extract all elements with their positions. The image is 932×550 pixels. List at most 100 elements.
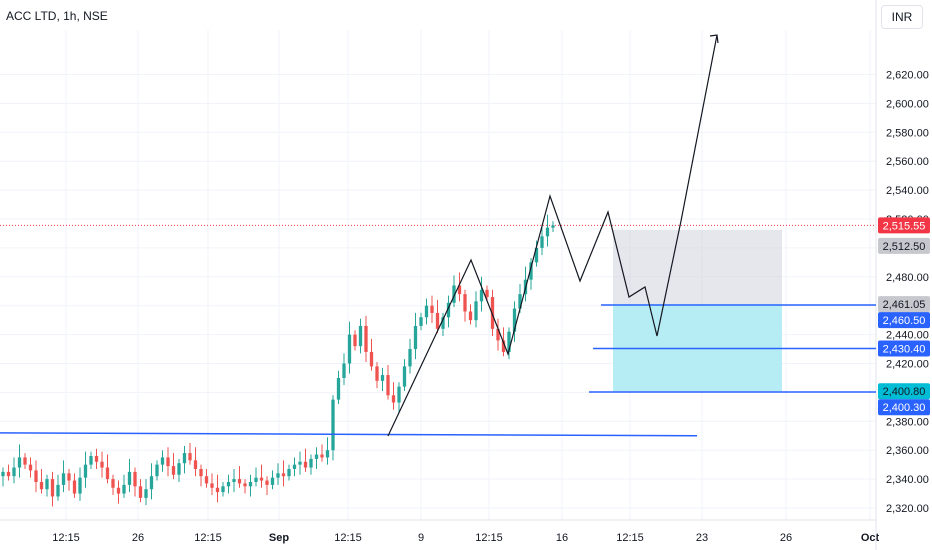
candle-body [435,312,440,329]
candle-body [380,375,385,381]
candle-body [298,461,302,465]
price-label: 2,400.30 [883,402,926,414]
candle-body [485,289,489,298]
candle-body [144,489,148,498]
candle-body [171,466,176,475]
candle-body [507,331,511,352]
candle-body [413,325,418,350]
candle-body [441,317,445,329]
y-tick-label: 2,420.00 [886,359,929,371]
candle-body [490,297,495,329]
candle-body [452,285,456,303]
candle-body [105,467,110,480]
chart-title: ACC LTD, 1h, NSE [6,9,108,23]
candle-body [100,461,104,468]
candle-body [479,289,484,302]
candle-body [111,479,115,488]
candle-body [210,483,214,488]
price-label-box [878,399,930,416]
x-tick-label: Sep [269,532,289,544]
x-tick-label: Oct [861,532,880,544]
candle-body [177,463,181,475]
candle-body [1,471,5,477]
candle-body [67,473,71,481]
y-tick-label: 2,340.00 [886,474,929,486]
candle-body [193,460,198,469]
stop-loss-zone [613,229,782,305]
candle-body [160,457,165,465]
candle-body [166,457,170,467]
x-tick-label: 12:15 [334,532,362,544]
candle-body [529,262,533,280]
candle-body [314,454,319,459]
candle-body [276,473,280,478]
candle-body [457,285,462,295]
candle-body [391,395,396,403]
price-label: 2,512.50 [883,241,926,253]
candle-body [430,305,434,313]
candle-body [331,399,335,451]
candle-body [342,363,346,378]
candle-body [540,236,544,248]
candle-body [188,453,192,461]
candle-body [309,458,313,468]
candle-body [254,477,258,482]
candle-body [182,453,187,464]
candle-body [402,366,407,387]
price-label: 2,430.40 [883,343,926,355]
price-label-box [878,340,930,357]
candle-body [325,450,330,458]
y-tick-label: 2,580.00 [886,127,929,139]
projection-path [387,34,718,437]
candle-body [364,325,368,352]
candle-body [221,486,225,493]
candle-body [56,484,60,497]
price-label: 2,461.05 [883,299,926,311]
candle-body [94,455,99,462]
candle-body [512,308,517,332]
candle-body [353,334,357,347]
candle-body [265,480,269,485]
candle-body [545,227,550,237]
candle-body [122,484,126,494]
candle-body [226,481,231,487]
candle-body [34,470,38,482]
candle-body [424,305,429,318]
projection-arrowhead [709,34,719,44]
candle-body [446,302,451,318]
candle-body [270,477,275,485]
price-label-box [878,237,930,254]
candle-body [259,477,264,481]
candle-body [347,334,352,364]
candle-body [518,294,522,309]
candle-body [138,486,143,498]
candle-body [116,487,121,494]
candle-body [468,311,473,321]
candle-body [72,480,77,494]
x-tick-label: 26 [132,532,144,544]
y-tick-label: 2,600.00 [886,98,929,110]
price-label-box [878,217,930,234]
y-tick-label: 2,320.00 [886,503,929,515]
candle-body [501,340,506,352]
candle-body [281,473,286,477]
currency-button[interactable]: INR [881,5,923,29]
candle-body [386,375,390,396]
candle-body [551,225,555,228]
candle-body [23,457,27,465]
y-tick-label: 2,620.00 [886,70,929,82]
x-tick-label: 12:15 [616,532,644,544]
candle-body [375,366,379,381]
candle-body [133,471,137,487]
candle-body [336,377,341,400]
candle-body [248,481,253,487]
price-label: 2,460.50 [883,315,926,327]
candle-body [303,461,308,468]
price-label-box [878,296,930,313]
y-tick-label: 2,360.00 [886,445,929,457]
candle-body [204,476,209,484]
target-zone [613,304,782,392]
candle-body [232,479,236,482]
